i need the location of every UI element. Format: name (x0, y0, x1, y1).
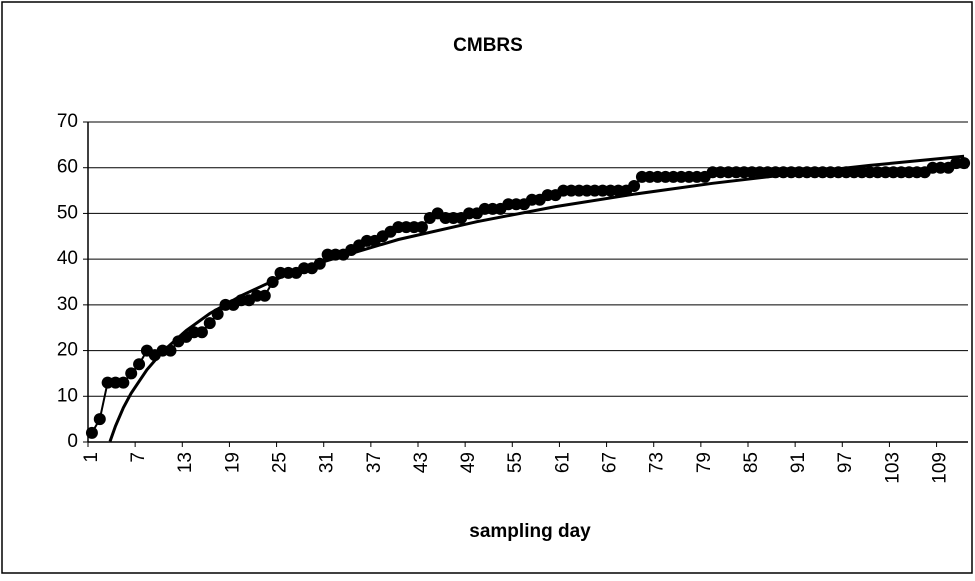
x-tick-label: 73 (647, 452, 668, 473)
x-tick-label: 61 (552, 452, 573, 473)
x-axis-title: sampling day (469, 521, 591, 542)
data-point (117, 376, 130, 389)
data-point (133, 358, 146, 371)
y-tick-label: 60 (57, 157, 78, 178)
data-point (958, 157, 971, 170)
x-tick-label: 31 (317, 452, 338, 473)
data-point (415, 221, 428, 234)
y-tick-label: 40 (57, 248, 78, 269)
data-point (258, 289, 271, 302)
x-tick-label: 49 (458, 452, 479, 473)
y-tick-label: 10 (57, 385, 78, 406)
chart-title: CMBRS (453, 35, 523, 56)
y-tick-label: 0 (67, 431, 78, 452)
data-point (628, 180, 641, 192)
y-tick-label: 70 (57, 111, 78, 132)
y-tick-label: 30 (57, 294, 78, 315)
data-point (85, 426, 98, 439)
x-tick-label: 13 (175, 452, 196, 473)
x-tick-label: 85 (741, 452, 762, 473)
data-point (93, 413, 106, 426)
x-tick-label: 1 (81, 452, 102, 463)
x-tick-label: 55 (505, 452, 526, 473)
x-tick-label: 97 (835, 452, 856, 473)
x-tick-label: 103 (882, 452, 903, 484)
x-tick-label: 109 (930, 452, 951, 484)
x-tick-label: 25 (270, 452, 291, 473)
data-point (203, 317, 216, 330)
trendline (108, 154, 965, 443)
y-tick-label: 50 (57, 202, 78, 223)
x-tick-label: 43 (411, 452, 432, 473)
y-tick-label: 20 (57, 340, 78, 361)
x-tick-label: 79 (694, 452, 715, 473)
data-point (195, 326, 208, 339)
x-tick-label: 19 (222, 452, 243, 473)
x-tick-label: 91 (788, 452, 809, 473)
x-tick-label: 37 (364, 452, 385, 473)
x-tick-label: 67 (600, 452, 621, 473)
x-tick-label: 7 (128, 452, 149, 463)
data-point (125, 367, 138, 380)
